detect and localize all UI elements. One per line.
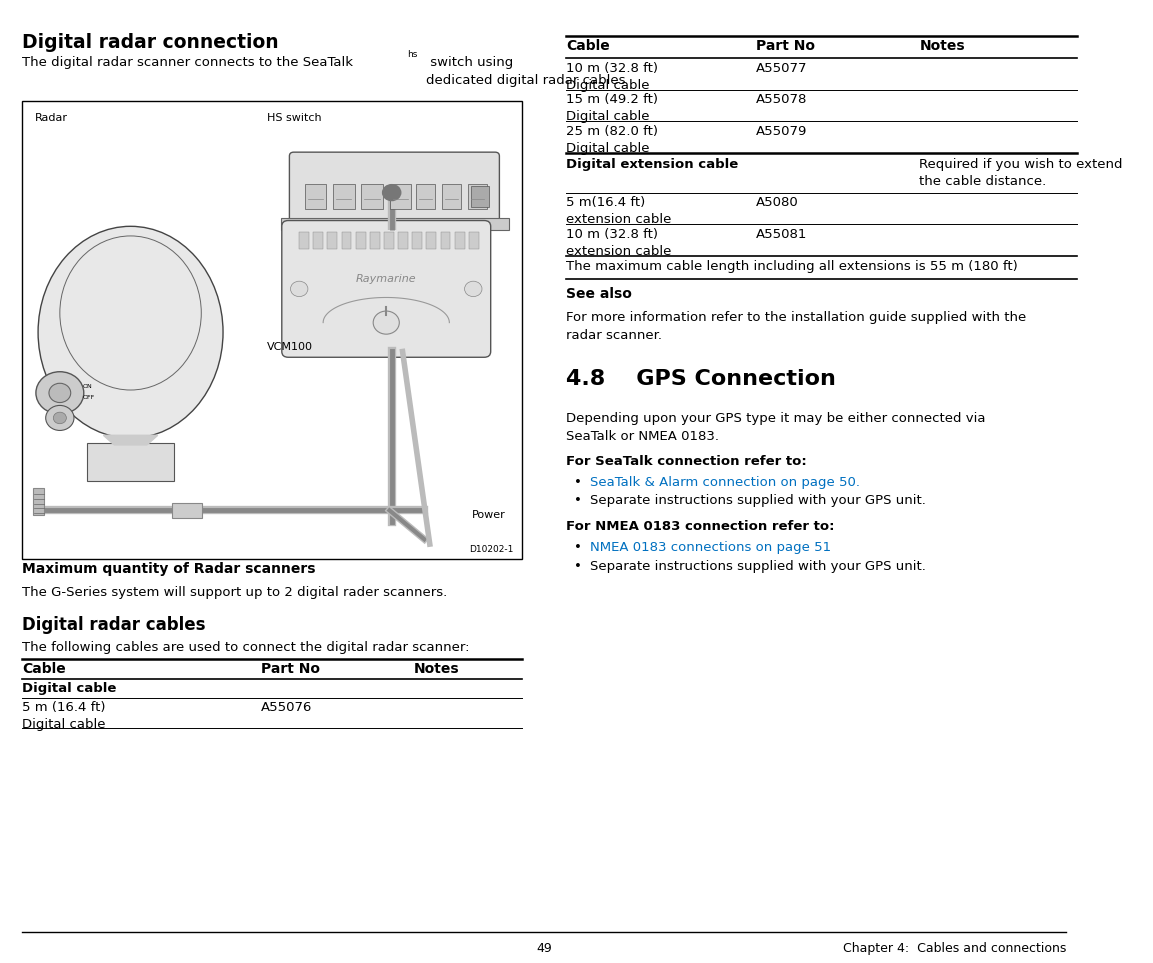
- Text: A55079: A55079: [756, 125, 807, 138]
- Text: VCM100: VCM100: [266, 342, 312, 351]
- Text: A55077: A55077: [756, 62, 807, 74]
- Bar: [427, 232, 436, 249]
- Bar: [440, 232, 451, 249]
- Bar: [304, 184, 326, 209]
- Text: A55081: A55081: [756, 228, 807, 241]
- Text: A5080: A5080: [756, 196, 799, 209]
- Text: The G-Series system will support up to 2 digital rader scanners.: The G-Series system will support up to 2…: [22, 586, 447, 598]
- Text: Depending upon your GPS type it may be either connected via
SeaTalk or NMEA 0183: Depending upon your GPS type it may be e…: [566, 412, 986, 443]
- Text: ON: ON: [83, 383, 92, 389]
- Text: Digital extension cable: Digital extension cable: [566, 158, 738, 170]
- Bar: [172, 503, 203, 518]
- Text: SeaTalk & Alarm connection on page 50.: SeaTalk & Alarm connection on page 50.: [589, 476, 860, 488]
- Text: Power: Power: [473, 510, 506, 520]
- Text: Cable: Cable: [22, 662, 66, 676]
- Text: NMEA 0183 connections on page 51: NMEA 0183 connections on page 51: [589, 541, 831, 554]
- Bar: [327, 232, 338, 249]
- Circle shape: [36, 372, 84, 414]
- Text: switch using
dedicated digital radar cables: switch using dedicated digital radar cab…: [427, 56, 626, 87]
- Circle shape: [382, 184, 401, 201]
- Polygon shape: [104, 435, 158, 445]
- Bar: [413, 232, 422, 249]
- Text: •: •: [574, 560, 582, 572]
- Text: For SeaTalk connection refer to:: For SeaTalk connection refer to:: [566, 455, 806, 468]
- Text: HS switch: HS switch: [266, 113, 322, 122]
- Bar: [356, 232, 366, 249]
- Bar: [442, 184, 461, 209]
- Text: See also: See also: [566, 287, 632, 301]
- Text: Maximum quantity of Radar scanners: Maximum quantity of Radar scanners: [22, 562, 315, 577]
- Text: •: •: [574, 494, 582, 507]
- Text: For more information refer to the installation guide supplied with the
radar sca: For more information refer to the instal…: [566, 311, 1026, 342]
- Bar: [333, 184, 355, 209]
- Text: Notes: Notes: [919, 39, 965, 53]
- Bar: [469, 232, 478, 249]
- Circle shape: [291, 281, 308, 297]
- Text: Chapter 4:  Cables and connections: Chapter 4: Cables and connections: [843, 942, 1067, 954]
- Text: Separate instructions supplied with your GPS unit.: Separate instructions supplied with your…: [589, 494, 926, 507]
- Bar: [314, 232, 323, 249]
- Text: Cable: Cable: [566, 39, 610, 53]
- FancyBboxPatch shape: [22, 101, 522, 559]
- Text: 5 m(16.4 ft)
extension cable: 5 m(16.4 ft) extension cable: [566, 196, 671, 226]
- Ellipse shape: [38, 226, 223, 438]
- Bar: [370, 232, 379, 249]
- Text: A55076: A55076: [261, 701, 312, 714]
- Bar: [32, 488, 44, 515]
- Bar: [280, 218, 510, 230]
- Bar: [341, 232, 352, 249]
- Bar: [472, 186, 489, 207]
- Bar: [415, 184, 435, 209]
- Text: Required if you wish to extend
the cable distance.: Required if you wish to extend the cable…: [919, 158, 1123, 188]
- Circle shape: [48, 383, 70, 403]
- Text: For NMEA 0183 connection refer to:: For NMEA 0183 connection refer to:: [566, 520, 835, 533]
- Text: Separate instructions supplied with your GPS unit.: Separate instructions supplied with your…: [589, 560, 926, 572]
- Text: 25 m (82.0 ft)
Digital cable: 25 m (82.0 ft) Digital cable: [566, 125, 657, 155]
- Bar: [384, 232, 394, 249]
- Text: 49: 49: [536, 942, 552, 954]
- Text: OFF: OFF: [83, 395, 95, 401]
- Circle shape: [46, 405, 74, 430]
- Text: 15 m (49.2 ft)
Digital cable: 15 m (49.2 ft) Digital cable: [566, 93, 657, 123]
- Bar: [361, 184, 383, 209]
- Text: A55078: A55078: [756, 93, 807, 106]
- Text: The digital radar scanner connects to the SeaTalk: The digital radar scanner connects to th…: [22, 56, 353, 68]
- Text: 5 m (16.4 ft)
Digital cable: 5 m (16.4 ft) Digital cable: [22, 701, 105, 731]
- Text: •: •: [574, 541, 582, 554]
- Text: 4.8    GPS Connection: 4.8 GPS Connection: [566, 369, 836, 389]
- Text: Notes: Notes: [414, 662, 459, 676]
- FancyBboxPatch shape: [281, 221, 491, 357]
- Text: Digital cable: Digital cable: [22, 682, 116, 694]
- Bar: [86, 443, 174, 482]
- Text: Digital radar cables: Digital radar cables: [22, 616, 205, 635]
- Text: Part No: Part No: [261, 662, 321, 676]
- Bar: [468, 184, 488, 209]
- Bar: [299, 232, 309, 249]
- Text: Part No: Part No: [756, 39, 815, 53]
- Circle shape: [374, 311, 399, 334]
- Text: 10 m (32.8 ft)
Digital cable: 10 m (32.8 ft) Digital cable: [566, 62, 657, 91]
- Text: The following cables are used to connect the digital radar scanner:: The following cables are used to connect…: [22, 641, 469, 654]
- Circle shape: [465, 281, 482, 297]
- Text: Digital radar connection: Digital radar connection: [22, 33, 278, 52]
- Circle shape: [53, 412, 67, 424]
- Text: The maximum cable length including all extensions is 55 m (180 ft): The maximum cable length including all e…: [566, 260, 1017, 273]
- Text: 10 m (32.8 ft)
extension cable: 10 m (32.8 ft) extension cable: [566, 228, 671, 258]
- Text: D10202-1: D10202-1: [469, 545, 513, 554]
- Bar: [398, 232, 408, 249]
- Text: Radar: Radar: [35, 113, 68, 122]
- Text: hs: hs: [407, 50, 417, 59]
- Bar: [454, 232, 465, 249]
- Text: •: •: [574, 476, 582, 488]
- FancyBboxPatch shape: [289, 152, 499, 225]
- Bar: [390, 184, 412, 209]
- Text: Raymarine: Raymarine: [356, 274, 416, 284]
